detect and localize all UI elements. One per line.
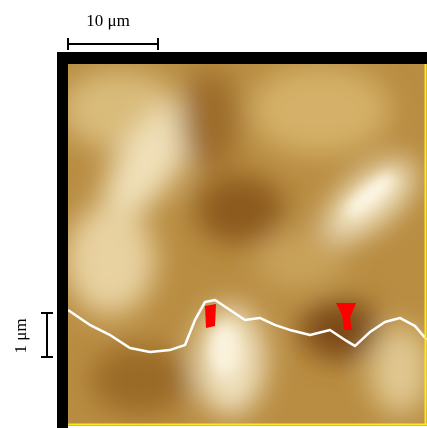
horizontal-scale-bar: [68, 38, 158, 50]
vertical-scale-bar: [41, 313, 53, 357]
afm-image: [60, 64, 427, 426]
horizontal-scale-label: 10 μm: [86, 11, 130, 30]
microscopy-figure: 10 μm 1 μm: [0, 0, 427, 428]
frame-left: [57, 52, 68, 428]
frame-top: [57, 52, 427, 64]
screenshot: 10 μm 1 μm: [0, 0, 427, 428]
red-marker: [205, 304, 216, 328]
vertical-scale-label: 1 μm: [11, 318, 30, 353]
